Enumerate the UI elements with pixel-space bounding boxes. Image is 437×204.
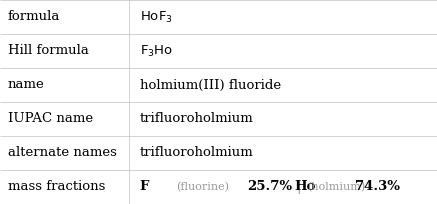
Text: $\mathregular{HoF_3}$: $\mathregular{HoF_3}$ <box>140 9 173 24</box>
Text: IUPAC name: IUPAC name <box>8 112 93 125</box>
Text: mass fractions: mass fractions <box>8 181 105 194</box>
Text: F: F <box>140 181 149 194</box>
Text: (holmium): (holmium) <box>308 182 366 192</box>
Text: trifluoroholmium: trifluoroholmium <box>140 146 253 160</box>
Text: Ho: Ho <box>295 181 316 194</box>
Text: $\mathregular{F_3Ho}$: $\mathregular{F_3Ho}$ <box>140 43 173 59</box>
Text: 25.7%: 25.7% <box>247 181 292 194</box>
Text: 74.3%: 74.3% <box>355 181 400 194</box>
Text: alternate names: alternate names <box>8 146 117 160</box>
Text: trifluoroholmium: trifluoroholmium <box>140 112 253 125</box>
Text: Hill formula: Hill formula <box>8 44 89 58</box>
Text: holmium(III) fluoride: holmium(III) fluoride <box>140 79 281 92</box>
Text: name: name <box>8 79 45 92</box>
Text: formula: formula <box>8 10 60 23</box>
Text: (fluorine): (fluorine) <box>176 182 229 192</box>
Text: |: | <box>297 181 301 194</box>
